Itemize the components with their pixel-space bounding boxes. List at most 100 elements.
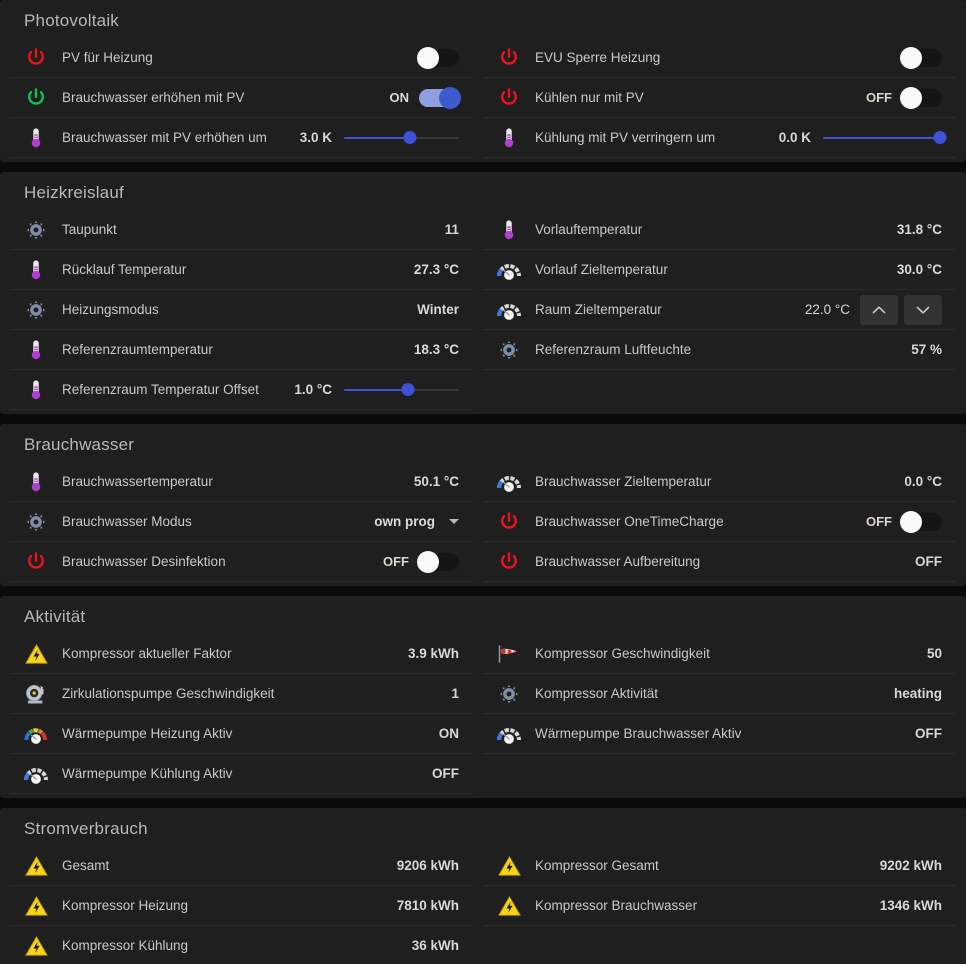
entity-row[interactable]: Brauchwassertemperatur 50.1 °C <box>10 462 473 502</box>
entity-label: Kompressor Aktivität <box>535 686 659 701</box>
entity-row[interactable]: Kompressor aktueller Faktor 3.9 kWh <box>10 634 473 674</box>
power-icon-red <box>497 86 521 110</box>
slider-value: 0.0 K <box>778 130 811 145</box>
slider-value: 1.0 °C <box>294 382 332 397</box>
entity-row[interactable]: Kompressor Aktivität heating <box>483 674 956 714</box>
row-value: 11 <box>444 222 459 237</box>
entity-row[interactable]: Raum Zieltemperatur 22.0 °C <box>483 290 956 330</box>
dropdown-selected-value: own prog <box>374 514 435 529</box>
entity-row[interactable]: Kompressor Gesamt 9202 kWh <box>483 846 956 886</box>
toggle-knob <box>900 86 922 109</box>
entity-row[interactable]: Kompressor Geschwindigkeit 50 <box>483 634 956 674</box>
slider-control[interactable] <box>344 129 459 147</box>
slider-control[interactable] <box>823 129 947 147</box>
entity-row[interactable]: Vorlauftemperatur 31.8 °C <box>483 210 956 250</box>
gauge-icon <box>24 762 48 786</box>
entity-label: Kompressor Gesamt <box>535 858 659 873</box>
entity-row[interactable]: Brauchwasser Aufbereitung OFF <box>483 542 956 582</box>
row-value: OFF <box>915 726 942 741</box>
toggle-switch[interactable] <box>900 510 942 533</box>
warning-icon <box>24 642 48 666</box>
entity-row[interactable]: PV für Heizung <box>10 38 473 78</box>
entity-label: Referenzraum Luftfeuchte <box>535 342 692 357</box>
warning-icon <box>24 894 48 918</box>
entity-label: Taupunkt <box>62 222 117 237</box>
entity-row[interactable]: Wärmepumpe Brauchwasser Aktiv OFF <box>483 714 956 754</box>
card-columns: Gesamt 9206 kWh Kompressor Heizung 7810 kWh… <box>0 846 966 964</box>
entity-label: Vorlauftemperatur <box>535 222 643 237</box>
entity-row[interactable]: Brauchwasser OneTimeCharge OFF <box>483 502 956 542</box>
toggle-switch[interactable] <box>417 550 459 573</box>
entity-row[interactable]: EVU Sperre Heizung <box>483 38 956 78</box>
entity-row[interactable]: Brauchwasser Desinfektion OFF <box>10 542 473 582</box>
toggle-state-text: OFF <box>866 90 892 105</box>
slider-fill <box>344 388 409 391</box>
entity-row[interactable]: Kompressor Brauchwasser 1346 kWh <box>483 886 956 926</box>
gauge-icon <box>497 298 521 322</box>
chevron-down-icon <box>916 306 930 314</box>
entity-label: Brauchwasser Modus <box>62 514 192 529</box>
entity-row[interactable]: Taupunkt 11 <box>10 210 473 250</box>
toggle-switch[interactable] <box>900 86 942 109</box>
entity-label: Brauchwasser Desinfektion <box>62 554 226 569</box>
gear-icon <box>24 510 48 534</box>
entity-label: Kühlung mit PV verringern um <box>535 130 716 145</box>
row-value: 7810 kWh <box>396 898 459 913</box>
slider-thumb[interactable] <box>403 131 417 144</box>
entity-row[interactable]: Wärmepumpe Kühlung Aktiv OFF <box>10 754 473 794</box>
gear-icon <box>24 218 48 242</box>
thermometer-icon <box>497 126 521 150</box>
entity-row[interactable]: Kühlen nur mit PV OFF <box>483 78 956 118</box>
entity-row[interactable]: Kühlung mit PV verringern um 0.0 K <box>483 118 956 158</box>
stepper-decrease-button[interactable] <box>904 294 942 325</box>
thermometer-icon <box>24 258 48 282</box>
slider-thumb[interactable] <box>401 383 415 396</box>
card-brauchwasser: Brauchwasser Brauchwassertemperatur 50.1 °… <box>0 424 966 586</box>
column-right: Kompressor Geschwindigkeit 50 Kompressor A… <box>483 634 966 794</box>
slider-track <box>823 131 947 144</box>
toggle-state-text: OFF <box>383 554 409 569</box>
gear-icon <box>497 338 521 362</box>
row-value: 36 kWh <box>411 938 459 953</box>
mode-dropdown[interactable]: own prog <box>374 514 459 529</box>
card-aktivit-t: Aktivität Kompressor aktueller Faktor 3.9 … <box>0 596 966 798</box>
entity-row[interactable]: Gesamt 9206 kWh <box>10 846 473 886</box>
column-left: Taupunkt 11 Rücklauf Temperatur 27.3 °C Heiz… <box>0 210 483 410</box>
blower-icon <box>24 682 48 706</box>
entity-row[interactable]: Zirkulationspumpe Geschwindigkeit 1 <box>10 674 473 714</box>
entity-row[interactable]: Brauchwasser erhöhen mit PV ON <box>10 78 473 118</box>
toggle-switch[interactable] <box>900 46 942 69</box>
entity-row[interactable]: Heizungsmodus Winter <box>10 290 473 330</box>
card-title: Heizkreislauf <box>24 183 124 202</box>
entity-row[interactable]: Kompressor Kühlung 36 kWh <box>10 926 473 964</box>
stepper-value: 22.0 °C <box>804 302 850 317</box>
slider-fill <box>344 136 410 139</box>
entity-row[interactable]: Brauchwasser Zieltemperatur 0.0 °C <box>483 462 956 502</box>
entity-label: Wärmepumpe Kühlung Aktiv <box>62 766 233 781</box>
column-left: Gesamt 9206 kWh Kompressor Heizung 7810 kWh… <box>0 846 483 964</box>
entity-row[interactable]: Brauchwasser Modus own prog <box>10 502 473 542</box>
row-value: 57 % <box>911 342 942 357</box>
row-value: OFF <box>432 766 459 781</box>
entity-row[interactable]: Referenzraum Luftfeuchte 57 % <box>483 330 956 370</box>
toggle-switch[interactable] <box>419 86 461 109</box>
entity-label: Heizungsmodus <box>62 302 159 317</box>
toggle-switch[interactable] <box>417 46 459 69</box>
toggle-state-text: ON <box>389 90 410 105</box>
entity-row[interactable]: Referenzraum Temperatur Offset 1.0 °C <box>10 370 473 410</box>
entity-row[interactable]: Rücklauf Temperatur 27.3 °C <box>10 250 473 290</box>
entity-label: Brauchwasser erhöhen mit PV <box>62 90 245 105</box>
entity-row[interactable]: Kompressor Heizung 7810 kWh <box>10 886 473 926</box>
entity-row[interactable]: Wärmepumpe Heizung Aktiv ON <box>10 714 473 754</box>
slider-value: 3.0 K <box>299 130 332 145</box>
entity-row[interactable]: Referenzraumtemperatur 18.3 °C <box>10 330 473 370</box>
entity-row[interactable]: Vorlauf Zieltemperatur 30.0 °C <box>483 250 956 290</box>
slider-fill <box>823 136 940 139</box>
slider-control[interactable] <box>344 381 459 399</box>
slider-thumb[interactable] <box>933 131 947 144</box>
row-value: 1 <box>451 686 459 701</box>
entity-row[interactable]: Brauchwasser mit PV erhöhen um 3.0 K <box>10 118 473 158</box>
stepper-increase-button[interactable] <box>860 294 898 325</box>
gear-icon <box>24 298 48 322</box>
card-columns: Brauchwassertemperatur 50.1 °C Brauchwasse… <box>0 462 966 582</box>
